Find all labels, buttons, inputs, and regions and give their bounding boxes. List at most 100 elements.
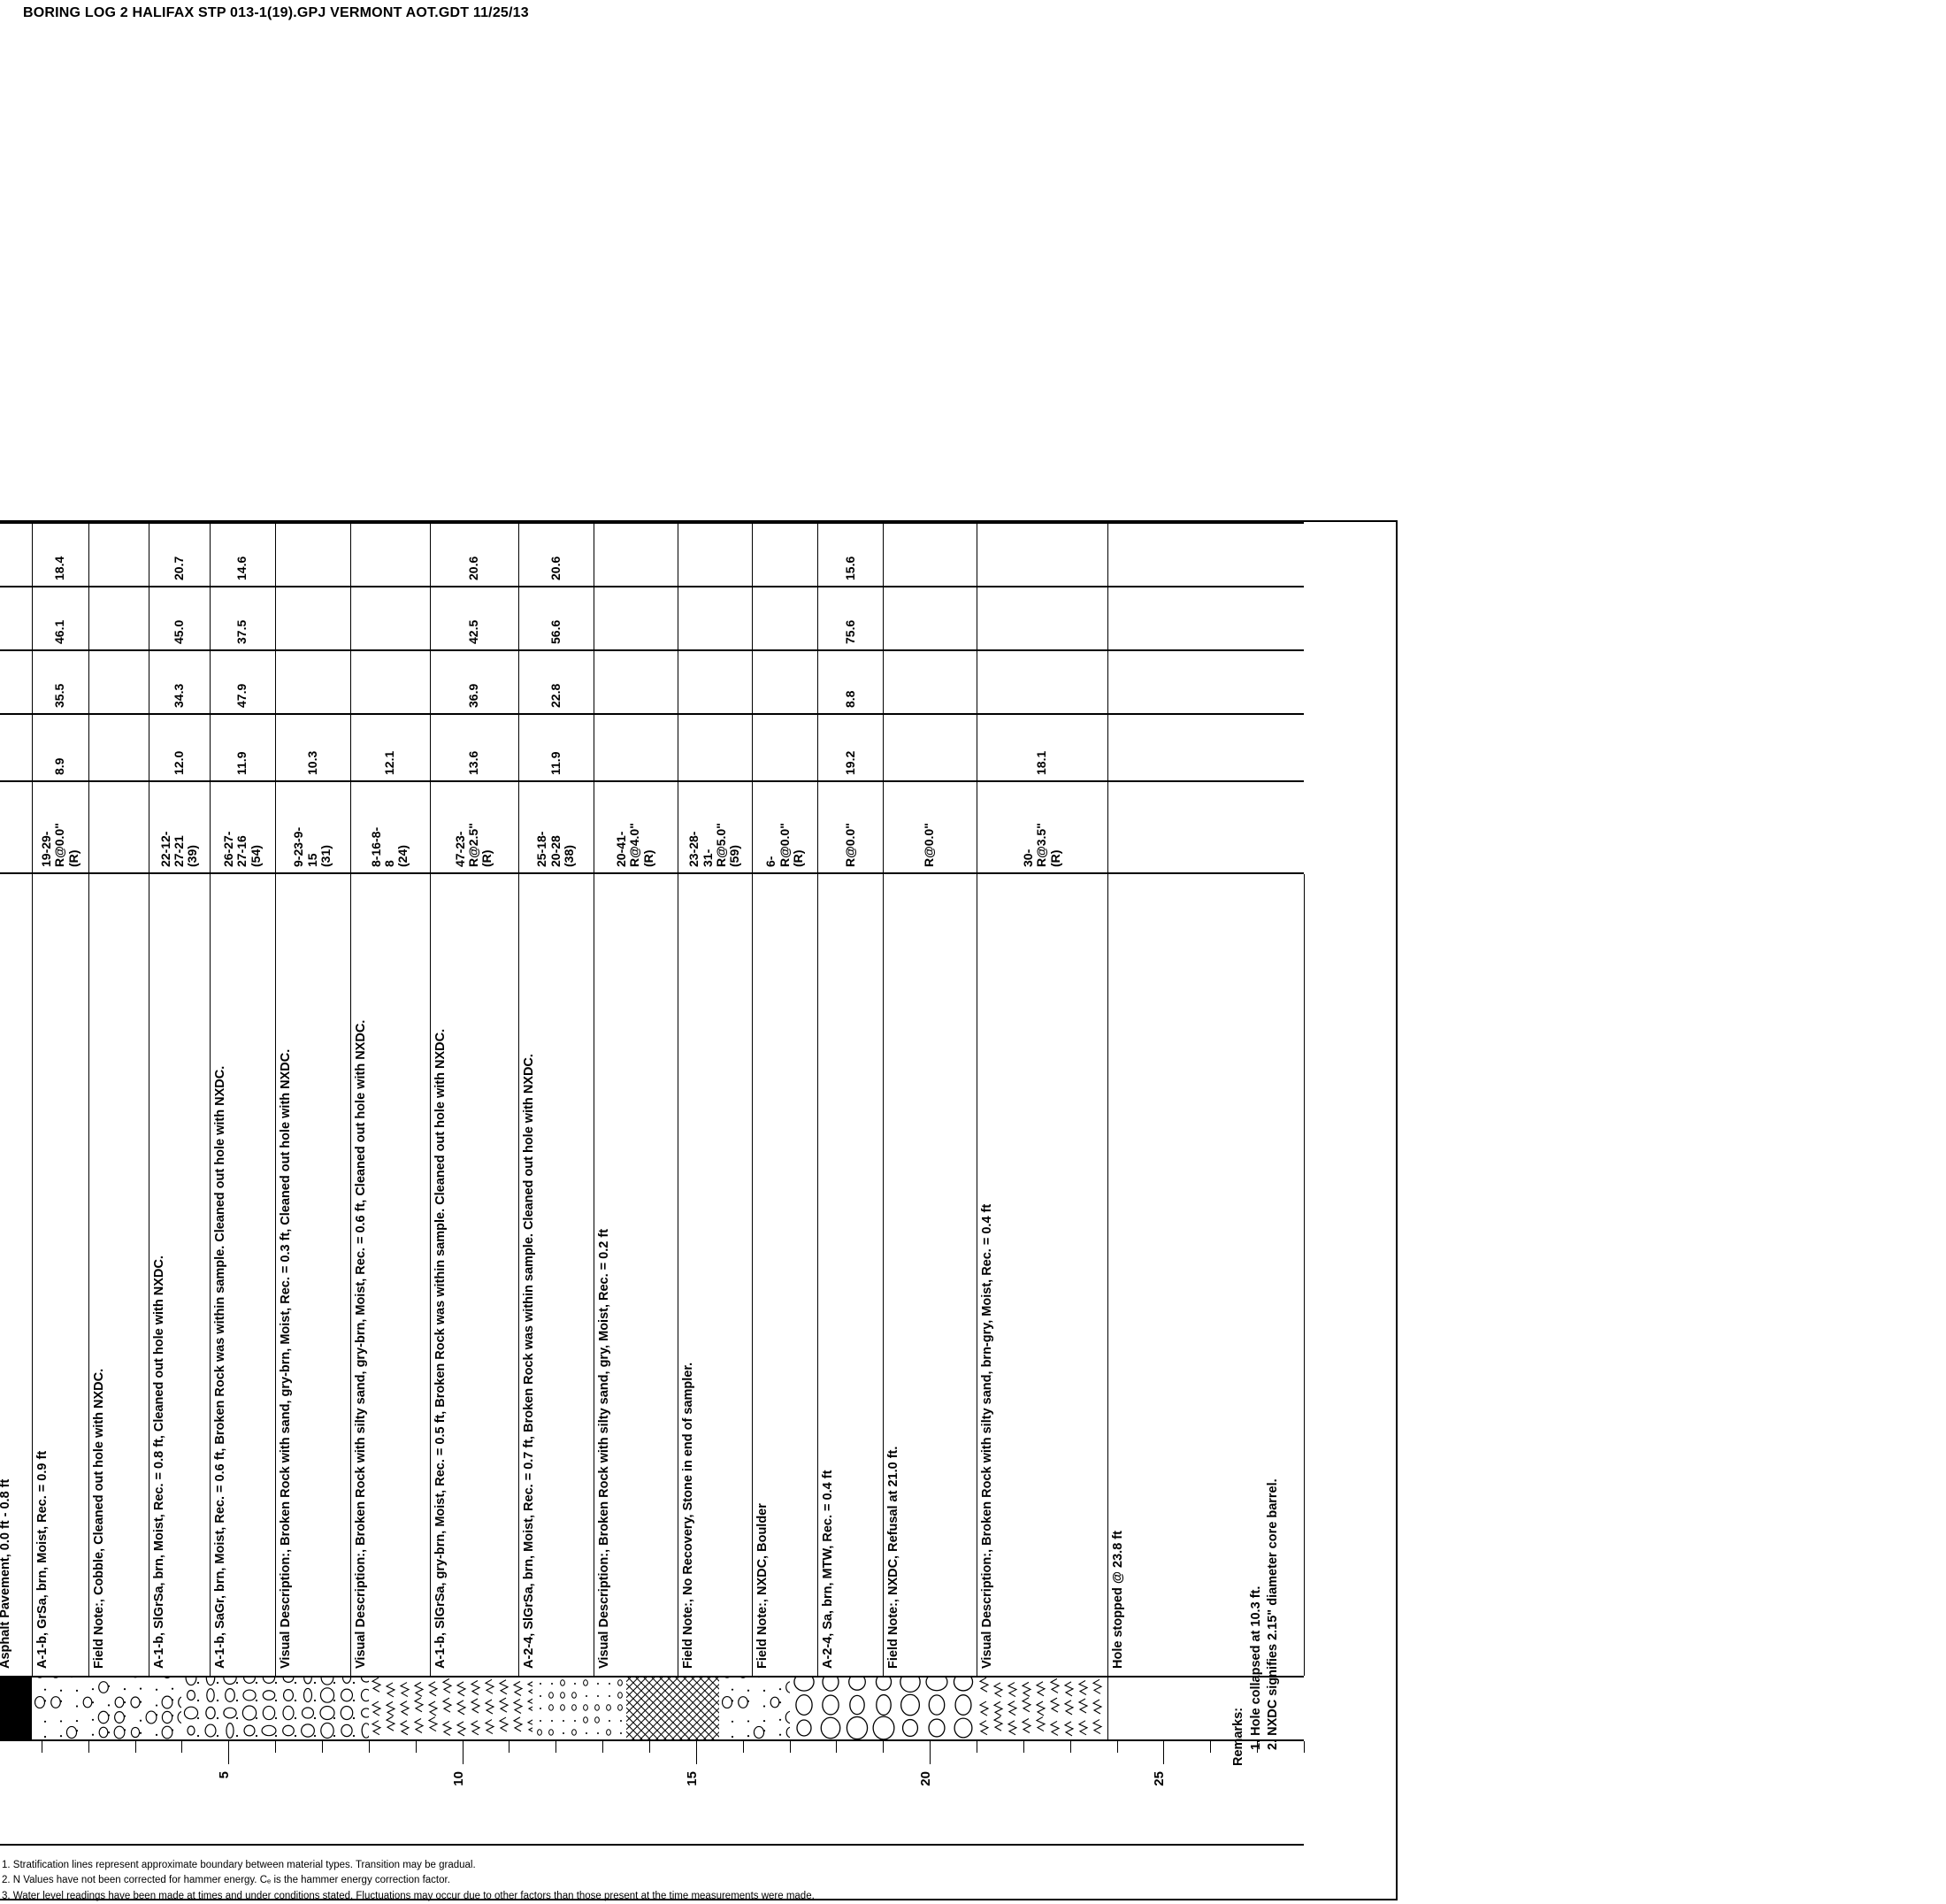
remarks-block: Remarks:1. Hole collapsed at 10.3 ft.2. … bbox=[1230, 1306, 1283, 1766]
moisture-cell bbox=[883, 715, 977, 780]
depth-tick-minor bbox=[602, 1741, 603, 1753]
blows-cell: 23-28- 31- R@5.0" (59) bbox=[678, 782, 754, 872]
fines-cell bbox=[350, 524, 431, 586]
moisture-cell: 19.2 bbox=[817, 715, 884, 780]
description-row: A-1-b, SlGrSa, gry-brn, Moist, Rec. = 0.… bbox=[430, 874, 519, 1676]
footnote-3: 3. Water level readings have been made a… bbox=[2, 1889, 1290, 1904]
blows-cell: 26-27- 27-16 (54) bbox=[210, 782, 276, 872]
description-text: Visual Description:, Broken Rock with si… bbox=[597, 874, 613, 1669]
gravel-cell bbox=[275, 651, 351, 713]
description-row: A-2-4, Sa, brn, MTW, Rec. = 0.4 ft bbox=[817, 874, 884, 1676]
description-text: Field Note:, Cobble, Cleaned out hole wi… bbox=[92, 874, 108, 1669]
moisture-cell: 12.1 bbox=[350, 715, 431, 780]
footnote-2: 2. N Values have not been corrected for … bbox=[2, 1873, 1290, 1888]
description-row: Visual Description:, Broken Rock with sa… bbox=[275, 874, 351, 1676]
description-text: Visual Description:, Broken Rock with sa… bbox=[279, 874, 295, 1669]
fines-cell: 14.6 bbox=[210, 524, 276, 586]
depth-tick-minor bbox=[275, 1741, 276, 1753]
depth-tick-major bbox=[228, 1741, 229, 1764]
depth-tick-minor bbox=[790, 1741, 791, 1753]
strata-column bbox=[0, 1676, 1304, 1739]
blows-cell: R@0.0" bbox=[883, 782, 977, 872]
sand-cell bbox=[883, 587, 977, 649]
gravel-cell bbox=[594, 651, 678, 713]
depth-tick-major bbox=[1163, 1741, 1164, 1764]
description-row: Field Note:, NXDC, Refusal at 21.0 ft. bbox=[883, 874, 977, 1676]
notes-column: 1. Stratification lines represent approx… bbox=[0, 1844, 1304, 1899]
fines-cell bbox=[0, 524, 33, 586]
blows-cell: 6- R@0.0" (R) bbox=[752, 782, 818, 872]
depth-tick-minor bbox=[555, 1741, 556, 1753]
blows-cell bbox=[88, 782, 150, 872]
moisture-cell: 8.9 bbox=[32, 715, 88, 780]
sand-cell: 46.1 bbox=[32, 587, 88, 649]
fines-cell: 15.6 bbox=[817, 524, 884, 586]
blows-cell: 30- R@3.5" (R) bbox=[977, 782, 1108, 872]
blows-cell: 47-23- R@2.5" (R) bbox=[430, 782, 519, 872]
remarks-title: Remarks: bbox=[1230, 1306, 1248, 1766]
sand-cell: 37.5 bbox=[210, 587, 276, 649]
depth-tick-major bbox=[696, 1741, 697, 1764]
depth-tick-minor bbox=[1070, 1741, 1071, 1753]
depth-tick-minor bbox=[135, 1741, 136, 1753]
moisture-cell bbox=[0, 715, 33, 780]
depth-tick-minor bbox=[743, 1741, 744, 1753]
gravel-cell bbox=[1107, 651, 1304, 713]
sand-cell bbox=[0, 587, 33, 649]
blows-cell bbox=[0, 782, 33, 872]
sand-cell bbox=[1107, 587, 1304, 649]
depth-tick-minor bbox=[322, 1741, 323, 1753]
fines-cell bbox=[88, 524, 150, 586]
depth-label: 5 bbox=[217, 1771, 232, 1778]
description-column: Asphalt Pavement, 0.0 ft - 0.8 ftA-1-b, … bbox=[0, 872, 1304, 1676]
description-row: A-1-b, GrSa, brn, Moist, Rec. = 0.9 ft bbox=[32, 874, 88, 1676]
description-text: A-1-b, SlGrSa, brn, Moist, Rec. = 0.8 ft… bbox=[152, 874, 168, 1669]
depth-tick-minor bbox=[1210, 1741, 1211, 1753]
description-row: Field Note:, No Recovery, Stone in end o… bbox=[678, 874, 754, 1676]
blows-cell: R@0.0" bbox=[817, 782, 884, 872]
gravel-cell: 47.9 bbox=[210, 651, 276, 713]
moisture-cell: 11.9 bbox=[518, 715, 594, 780]
depth-tick-minor bbox=[416, 1741, 417, 1753]
description-row: Visual Description:, Broken Rock with si… bbox=[977, 874, 1108, 1676]
fines-cell bbox=[678, 524, 754, 586]
fines-cell bbox=[594, 524, 678, 586]
description-text: Visual Description:, Broken Rock with si… bbox=[980, 874, 996, 1669]
description-text: A-1-b, GrSa, brn, Moist, Rec. = 0.9 ft bbox=[35, 874, 51, 1669]
strata-layer bbox=[532, 1678, 627, 1739]
description-text: Visual Description:, Broken Rock with si… bbox=[354, 874, 370, 1669]
remark-item-1: 1. Hole collapsed at 10.3 ft. bbox=[1248, 1306, 1266, 1750]
gravel-cell bbox=[977, 651, 1108, 713]
description-row: Visual Description:, Broken Rock with si… bbox=[594, 874, 678, 1676]
gravel-cell: 36.9 bbox=[430, 651, 519, 713]
gravel-cell bbox=[752, 651, 818, 713]
fines-cell: 20.6 bbox=[518, 524, 594, 586]
fines-cell: 20.7 bbox=[149, 524, 211, 586]
strata-layer bbox=[977, 1678, 1108, 1739]
sand-cell bbox=[678, 587, 754, 649]
depth-tick-major bbox=[463, 1741, 464, 1764]
fines-cell: 18.4 bbox=[32, 524, 88, 586]
description-text: Hole stopped @ 23.8 ft bbox=[1111, 874, 1127, 1669]
sand-cell bbox=[594, 587, 678, 649]
sand-cell bbox=[350, 587, 431, 649]
file-header: BORING LOG 2 HALIFAX STP 013-1(19).GPJ V… bbox=[23, 5, 529, 21]
blows-cell: 19-29- R@0.0" (R) bbox=[32, 782, 88, 872]
sand-cell: 45.0 bbox=[149, 587, 211, 649]
blows-cell: 9-23-9- 15 (31) bbox=[275, 782, 351, 872]
description-row: Asphalt Pavement, 0.0 ft - 0.8 ft bbox=[0, 874, 33, 1676]
description-text: A-1-b, SaGr, brn, Moist, Rec. = 0.6 ft, … bbox=[213, 874, 229, 1669]
strata-layer bbox=[790, 1678, 977, 1739]
boring-log-sheet: VTrans Working to Get You There Vermont … bbox=[0, 520, 1398, 1900]
sand-cell bbox=[88, 587, 150, 649]
description-row: Field Note:, NXDC, Boulder bbox=[752, 874, 818, 1676]
description-row: A-1-b, SlGrSa, brn, Moist, Rec. = 0.8 ft… bbox=[149, 874, 211, 1676]
depth-tick-minor bbox=[369, 1741, 370, 1753]
depth-tick-minor bbox=[1117, 1741, 1118, 1753]
strata-layer bbox=[181, 1678, 369, 1739]
moisture-cell: 12.0 bbox=[149, 715, 211, 780]
